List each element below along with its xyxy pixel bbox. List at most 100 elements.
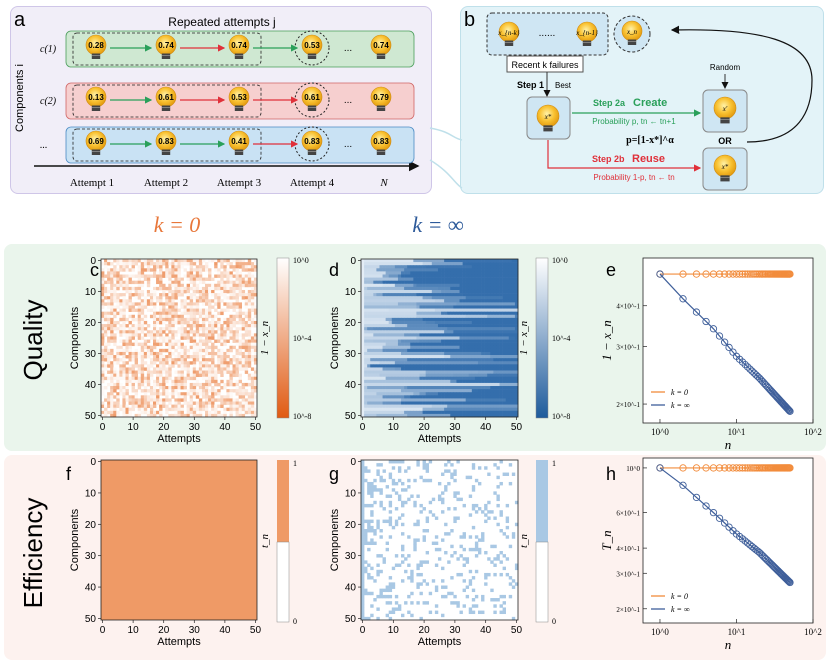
heatmap-cell [385,367,390,371]
heatmap-cell [214,376,218,381]
heatmap-cell [379,373,383,378]
heatmap-cell [122,395,126,399]
heatmap-cell [431,286,436,291]
heatmap-cell [208,283,212,288]
heatmap-cell [241,268,246,272]
heatmap-cell [394,379,399,384]
heatmap-cell [238,348,243,353]
heatmap-cell [134,404,139,409]
heatmap-cell [361,373,365,378]
heatmap-cell [244,351,249,356]
heatmap-cell [462,280,466,285]
heatmap-cell [159,286,163,291]
heatmap-cell [229,305,233,309]
heatmap-cell [493,302,497,306]
heatmap-cell [379,274,383,278]
heatmap-cell [468,404,473,409]
bulb-base [161,53,171,59]
connector-line-2 [429,159,463,189]
heatmap-cell [201,330,206,334]
heatmap-cell [364,389,368,393]
heatmap-cell [186,367,191,371]
heatmap-cell [511,283,516,288]
heatmap-cell [468,289,473,294]
heatmap-cell [502,401,506,405]
heatmap-cell [394,330,399,334]
lightbulb-icon [713,154,737,182]
heatmap-cell [450,324,454,328]
heatmap-cell [434,389,439,393]
heatmap-cell [511,268,516,272]
heatmap-cell [370,268,374,272]
heatmap-cell [367,491,371,495]
heatmap-cell [201,395,206,399]
heatmap-cell [471,327,476,331]
heatmap-cell [459,333,463,337]
heatmap-cell [511,274,516,278]
heatmap-cell [189,392,194,396]
heatmap-cell [502,308,506,312]
heatmap-cell [198,271,203,275]
heatmap-cell [437,271,442,275]
heatmap-cell [244,305,249,309]
heatmap-cell [229,392,233,396]
heatmap-cell [186,370,191,374]
heatmap-cell [156,382,160,387]
heatmap-cell [223,308,227,312]
heatmap-cell [496,308,500,312]
heatmap-cell [192,333,197,337]
heatmap-cell [431,410,436,415]
heatmap-cell [419,336,423,340]
heatmap-cell [487,320,491,325]
heatmap-cell [456,308,460,312]
heatmap-cell [394,386,399,390]
heatmap-cell [107,262,111,266]
heatmap-cell [229,324,233,328]
heatmap-cell [376,311,380,316]
lightbulb-icon [713,96,737,124]
heatmap-cell [422,478,426,483]
heatmap-cell [235,280,239,285]
heatmap-cell [370,311,374,316]
heatmap-cell [192,330,197,334]
heatmap-cell [437,367,442,371]
heatmap-cell [137,327,142,331]
bulb-value: 0.83 [158,137,174,146]
heatmap-cell [514,342,519,347]
heatmap-cell [110,311,114,316]
heatmap-cell [364,259,368,263]
heatmap-cell [474,274,479,278]
heatmap-cell [459,283,463,288]
heatmap-cell [183,333,187,337]
heatmap-cell [453,395,457,399]
heatmap-cell [379,488,383,492]
heatmap-cell [394,333,399,337]
heatmap-cell [205,339,209,343]
heatmap-cell [450,364,454,368]
heatmap-cell [137,404,142,409]
heatmap-cell [376,314,380,319]
heatmap-cell [189,410,194,415]
heatmap-cell [382,289,386,294]
heatmap-cell [241,413,246,418]
heatmap-cell [220,293,224,297]
heatmap-cell [116,392,120,396]
heatmap-cell [174,361,178,365]
heatmap-cell [407,410,411,415]
heatmap-cell [149,376,154,381]
heatmap-cell [487,379,491,384]
heatmap-cell [122,364,126,368]
heatmap-cell [404,410,408,415]
heatmap-cell [156,339,160,343]
heatmap-cell [232,274,236,278]
heatmap-cell [477,262,482,266]
heatmap-cell [382,336,386,340]
heatmap-cell [382,286,386,291]
heatmap-cell [459,398,463,402]
heatmap-cell [490,364,494,368]
heatmap-cell [428,327,433,331]
heatmap-cell [198,370,203,374]
heatmap-cell [201,308,206,312]
heatmap-cell [471,345,476,350]
x-tick-label: 10 [388,422,400,433]
